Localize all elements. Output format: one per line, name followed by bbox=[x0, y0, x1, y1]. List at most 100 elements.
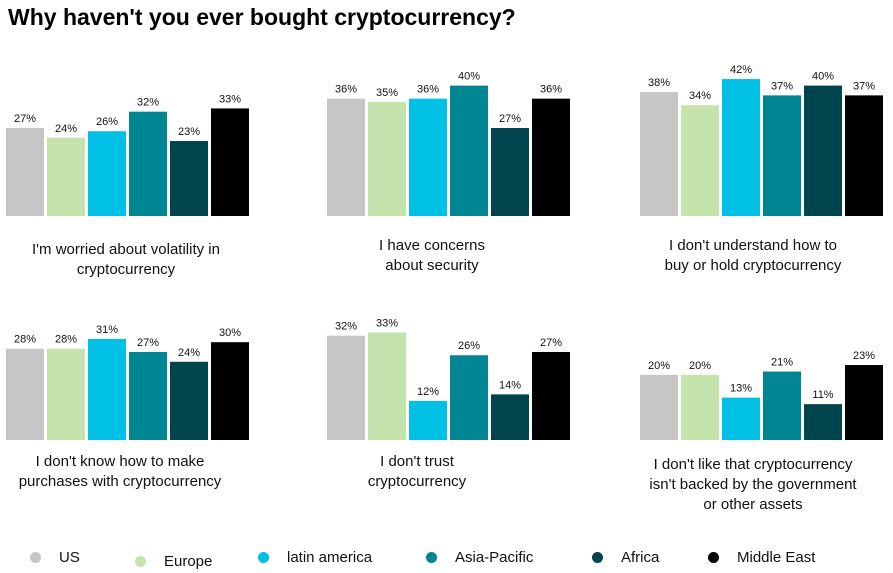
legend-label: US bbox=[59, 549, 80, 566]
bar-value-label: 28% bbox=[55, 334, 77, 346]
bar-value-label: 36% bbox=[540, 84, 562, 96]
legend: US Europe latin america Asia-Pacific Africa M… bbox=[0, 545, 893, 573]
bar-europe bbox=[681, 374, 719, 440]
legend-label: Asia-Pacific bbox=[455, 549, 534, 566]
bar-value-label: 13% bbox=[730, 383, 752, 395]
legend-swatch-icon bbox=[708, 552, 719, 563]
chart-panel-5: 32% 33% 12% 26% 14% 27% I don't trust cryptocur… bbox=[327, 310, 587, 530]
bar-latin-america bbox=[409, 400, 447, 440]
bar-value-label: 36% bbox=[417, 84, 439, 96]
legend-swatch-icon bbox=[30, 552, 41, 563]
chart-caption: I don't know how to make purchases with c… bbox=[0, 452, 240, 492]
bar-chart-5: 32% 33% 12% 26% 14% 27% bbox=[327, 317, 570, 440]
chart-caption-line: isn't backed by the government bbox=[649, 476, 857, 493]
chart-caption-line: I don't know how to make bbox=[35, 453, 205, 470]
bar-value-label: 23% bbox=[853, 350, 875, 362]
legend-item-europe: Europe bbox=[135, 553, 212, 570]
bar-us bbox=[327, 335, 365, 440]
bar-chart-4: 28% 28% 31% 27% 24% 30% bbox=[6, 324, 249, 440]
chart-caption-line: purchases with cryptocurrency bbox=[18, 473, 222, 490]
legend-item-africa: Africa bbox=[592, 549, 659, 566]
chart-caption-line: I don't like that cryptocurrency bbox=[653, 456, 853, 473]
bar-us bbox=[6, 348, 44, 440]
bar-value-label: 32% bbox=[137, 97, 159, 109]
bar-us bbox=[640, 374, 678, 440]
bar-value-label: 14% bbox=[499, 379, 521, 391]
bar-value-label: 28% bbox=[14, 334, 36, 346]
chart-caption: I have concerns about security bbox=[312, 236, 552, 276]
bar-chart-6: 20% 20% 13% 21% 11% 23% bbox=[640, 350, 883, 440]
bar-value-label: 27% bbox=[540, 337, 562, 349]
chart-panel-2: 36% 35% 36% 40% 27% 36% I have concerns about s… bbox=[327, 60, 587, 280]
bar-latin-america bbox=[722, 397, 760, 440]
bar-africa bbox=[491, 394, 529, 440]
bar-value-label: 30% bbox=[219, 327, 241, 339]
bar-value-label: 24% bbox=[55, 123, 77, 135]
chart-panel-6: 20% 20% 13% 21% 11% 23% I don't like that cryp… bbox=[640, 310, 893, 530]
legend-swatch-icon bbox=[135, 556, 146, 567]
legend-label: latin america bbox=[287, 549, 373, 566]
bar-middle-east bbox=[211, 108, 249, 216]
bar-value-label: 32% bbox=[335, 321, 357, 333]
bar-us bbox=[640, 92, 678, 216]
chart-caption: I don't understand how to buy or hold cry… bbox=[633, 236, 873, 276]
bar-asia-pacific bbox=[450, 85, 488, 216]
bar-value-label: 11% bbox=[812, 389, 833, 401]
legend-item-asia-pacific: Asia-Pacific bbox=[426, 549, 533, 566]
bar-europe bbox=[47, 137, 85, 216]
chart-caption: I'm worried about volatility in cryptocur… bbox=[6, 240, 246, 280]
chart-caption-line: buy or hold cryptocurrency bbox=[664, 257, 842, 274]
bar-asia-pacific bbox=[763, 371, 801, 440]
bar-value-label: 37% bbox=[771, 80, 793, 92]
bar-value-label: 31% bbox=[96, 324, 118, 336]
bar-asia-pacific bbox=[450, 355, 488, 440]
bar-value-label: 27% bbox=[137, 337, 159, 349]
chart-caption-line: I have concerns bbox=[379, 237, 485, 254]
bar-middle-east bbox=[845, 365, 883, 440]
bar-value-label: 33% bbox=[219, 93, 241, 105]
bar-value-label: 23% bbox=[178, 126, 200, 138]
bar-chart-3: 38% 34% 42% 37% 40% 37% bbox=[640, 64, 883, 216]
legend-label: Africa bbox=[621, 549, 660, 566]
legend-item-latin-america: latin america bbox=[258, 549, 372, 566]
bar-value-label: 12% bbox=[417, 386, 439, 398]
chart-caption-line: about security bbox=[385, 257, 479, 274]
bar-europe bbox=[47, 348, 85, 440]
chart-caption: I don't like that cryptocurrency isn't ba… bbox=[633, 455, 873, 515]
chart-caption-line: I'm worried about volatility in bbox=[32, 241, 220, 258]
legend-label: Europe bbox=[164, 553, 213, 570]
bar-value-label: 35% bbox=[376, 87, 398, 99]
bar-europe bbox=[368, 332, 406, 440]
bar-chart-2: 36% 35% 36% 40% 27% 36% bbox=[327, 71, 570, 216]
bar-europe bbox=[368, 101, 406, 216]
bar-value-label: 21% bbox=[771, 357, 793, 369]
bar-latin-america bbox=[722, 79, 760, 216]
bar-value-label: 36% bbox=[335, 84, 357, 96]
bar-middle-east bbox=[211, 342, 249, 440]
bar-latin-america bbox=[88, 338, 126, 440]
bar-value-label: 27% bbox=[14, 113, 36, 125]
bar-value-label: 37% bbox=[853, 80, 875, 92]
bar-middle-east bbox=[532, 351, 570, 440]
bar-value-label: 40% bbox=[458, 71, 480, 83]
bar-chart-1: 27% 24% 26% 32% 23% 33% bbox=[6, 93, 249, 216]
page-title: Why haven't you ever bought cryptocurren… bbox=[8, 4, 516, 30]
bar-value-label: 20% bbox=[648, 360, 670, 372]
legend-swatch-icon bbox=[258, 552, 269, 563]
bar-africa bbox=[170, 361, 208, 440]
bar-value-label: 34% bbox=[689, 90, 711, 102]
bar-value-label: 26% bbox=[96, 116, 118, 128]
bar-us bbox=[327, 98, 365, 216]
bar-value-label: 20% bbox=[689, 360, 711, 372]
bar-africa bbox=[804, 85, 842, 216]
bar-value-label: 40% bbox=[812, 71, 834, 83]
bar-value-label: 26% bbox=[458, 340, 480, 352]
bar-value-label: 42% bbox=[730, 64, 752, 76]
bar-latin-america bbox=[88, 131, 126, 216]
bar-asia-pacific bbox=[129, 351, 167, 440]
bar-africa bbox=[170, 141, 208, 216]
bar-middle-east bbox=[845, 95, 883, 216]
chart-caption-line: cryptocurrency bbox=[367, 473, 467, 490]
bar-us bbox=[6, 127, 44, 216]
legend-item-us: US bbox=[30, 549, 80, 566]
